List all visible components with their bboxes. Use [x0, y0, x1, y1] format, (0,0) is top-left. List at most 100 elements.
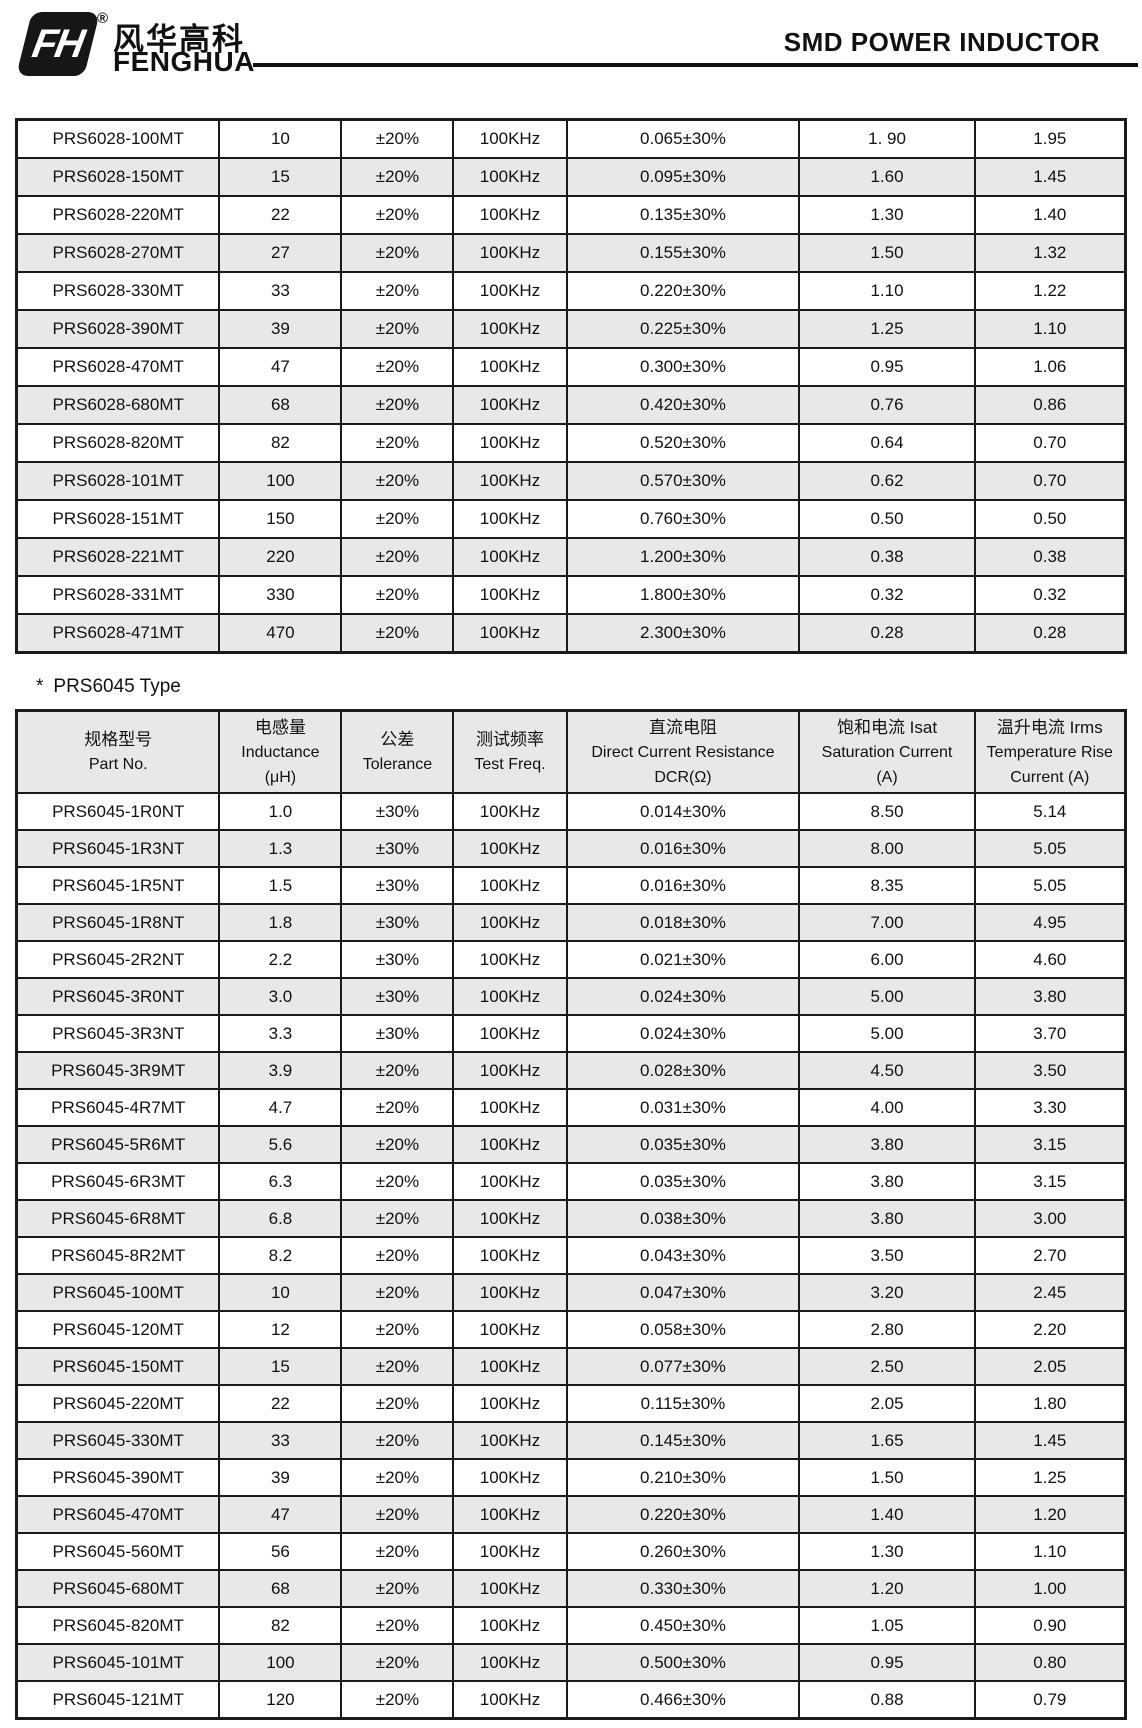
tolerance-cell: ±20% [340, 499, 455, 539]
table-row: PRS6028-151MT 150 ±20% 100KHz 0.760±30% 0.50 0… [15, 499, 1127, 539]
inductance-cell: 47 [218, 347, 343, 387]
tolerance-cell: ±20% [340, 1606, 455, 1645]
tolerance-cell: ±20% [340, 118, 455, 159]
isat-cell: 8.00 [798, 829, 976, 868]
table-row: PRS6045-3R9MT 3.9 ±20% 100KHz 0.028±30% 4.50 3… [15, 1051, 1127, 1090]
part-no-cell: PRS6045-330MT [15, 1421, 221, 1460]
test-freq-cell: 100KHz [452, 118, 568, 159]
section-title: PRS6045 Type [53, 676, 181, 697]
dcr-cell: 0.760±30% [565, 499, 801, 539]
tolerance-cell: ±20% [340, 461, 455, 501]
table-header-row: 规格型号 Part No. 电感量 Inductance (μH) 公差 Tol… [15, 709, 1127, 794]
inductance-cell: 15 [218, 157, 343, 197]
part-no-cell: PRS6045-121MT [15, 1680, 221, 1720]
dcr-cell: 0.024±30% [565, 977, 801, 1016]
test-freq-cell: 100KHz [452, 903, 568, 942]
inductance-cell: 33 [218, 271, 343, 311]
isat-cell: 3.80 [798, 1125, 976, 1164]
inductance-cell: 6.3 [218, 1162, 343, 1201]
irms-cell: 0.50 [973, 499, 1127, 539]
isat-cell: 3.20 [798, 1273, 976, 1312]
table-row: PRS6028-100MT 10 ±20% 100KHz 0.065±30% 1. 90 1… [15, 118, 1127, 159]
inductance-cell: 10 [218, 118, 343, 159]
inductance-cell: 8.2 [218, 1236, 343, 1275]
test-freq-cell: 100KHz [452, 613, 568, 654]
part-no-cell: PRS6028-820MT [15, 423, 221, 463]
part-no-cell: PRS6028-680MT [15, 385, 221, 425]
table-row: PRS6028-390MT 39 ±20% 100KHz 0.225±30% 1.25 1.… [15, 309, 1127, 349]
inductance-cell: 470 [218, 613, 343, 654]
isat-cell: 1.60 [798, 157, 976, 197]
test-freq-cell: 100KHz [452, 157, 568, 197]
table-row: PRS6045-3R0NT 3.0 ±30% 100KHz 0.024±30% 5.00 3… [15, 977, 1127, 1016]
irms-cell: 1.10 [973, 1532, 1127, 1571]
irms-cell: 1.25 [973, 1458, 1127, 1497]
irms-cell: 1.20 [973, 1495, 1127, 1534]
part-no-cell: PRS6028-150MT [15, 157, 221, 197]
part-no-cell: PRS6045-4R7MT [15, 1088, 221, 1127]
isat-cell: 1.30 [798, 1532, 976, 1571]
part-no-cell: PRS6028-221MT [15, 537, 221, 577]
tolerance-cell: ±30% [340, 829, 455, 868]
table-row: PRS6045-4R7MT 4.7 ±20% 100KHz 0.031±30% 4.00 3… [15, 1088, 1127, 1127]
table-row: PRS6045-150MT 15 ±20% 100KHz 0.077±30% 2.50 2.… [15, 1347, 1127, 1386]
dcr-cell: 0.260±30% [565, 1532, 801, 1571]
irms-cell: 3.30 [973, 1088, 1127, 1127]
table-row: PRS6045-121MT 120 ±20% 100KHz 0.466±30% 0.88 0… [15, 1680, 1127, 1720]
page-header: FH ® 风华高科 FENGHUA SMD POWER INDUCTOR [0, 0, 1142, 118]
test-freq-cell: 100KHz [452, 271, 568, 311]
dcr-cell: 0.420±30% [565, 385, 801, 425]
tolerance-cell: ±20% [340, 385, 455, 425]
irms-cell: 0.79 [973, 1680, 1127, 1720]
part-no-cell: PRS6045-6R8MT [15, 1199, 221, 1238]
tolerance-cell: ±20% [340, 1273, 455, 1312]
dcr-cell: 0.035±30% [565, 1125, 801, 1164]
inductance-cell: 68 [218, 1569, 343, 1608]
col-header-irms: 温升电流 Irms Temperature Rise Current (A) [973, 709, 1127, 794]
dcr-cell: 0.220±30% [565, 1495, 801, 1534]
table-row: PRS6045-1R8NT 1.8 ±30% 100KHz 0.018±30% 7.00 4… [15, 903, 1127, 942]
irms-cell: 0.70 [973, 423, 1127, 463]
irms-cell: 0.70 [973, 461, 1127, 501]
irms-cell: 1.22 [973, 271, 1127, 311]
dcr-cell: 0.450±30% [565, 1606, 801, 1645]
test-freq-cell: 100KHz [452, 1532, 568, 1571]
header-rule [253, 63, 1138, 67]
inductance-cell: 4.7 [218, 1088, 343, 1127]
col-header-test-freq: 测试频率 Test Freq. [452, 709, 568, 794]
test-freq-cell: 100KHz [452, 1125, 568, 1164]
table-row: PRS6045-1R3NT 1.3 ±30% 100KHz 0.016±30% 8.00 5… [15, 829, 1127, 868]
tolerance-cell: ±20% [340, 1569, 455, 1608]
tolerance-cell: ±20% [340, 347, 455, 387]
irms-cell: 3.70 [973, 1014, 1127, 1053]
part-no-cell: PRS6028-270MT [15, 233, 221, 273]
test-freq-cell: 100KHz [452, 461, 568, 501]
inductance-cell: 1.3 [218, 829, 343, 868]
part-no-cell: PRS6028-471MT [15, 613, 221, 654]
table-row: PRS6028-820MT 82 ±20% 100KHz 0.520±30% 0.64 0.… [15, 423, 1127, 463]
tolerance-cell: ±20% [340, 195, 455, 235]
part-no-cell: PRS6028-390MT [15, 309, 221, 349]
irms-cell: 4.95 [973, 903, 1127, 942]
dcr-cell: 1.200±30% [565, 537, 801, 577]
tolerance-cell: ±20% [340, 1384, 455, 1423]
table-row: PRS6028-221MT 220 ±20% 100KHz 1.200±30% 0.38 0… [15, 537, 1127, 577]
irms-cell: 1.95 [973, 118, 1127, 159]
table-row: PRS6028-270MT 27 ±20% 100KHz 0.155±30% 1.50 1.… [15, 233, 1127, 273]
inductance-cell: 1.8 [218, 903, 343, 942]
isat-cell: 8.35 [798, 866, 976, 905]
tolerance-cell: ±20% [340, 1495, 455, 1534]
inductance-cell: 82 [218, 423, 343, 463]
prs6045-spec-table: 规格型号 Part No. 电感量 Inductance (μH) 公差 Tol… [15, 709, 1127, 1720]
table-row: PRS6045-220MT 22 ±20% 100KHz 0.115±30% 2.05 1.… [15, 1384, 1127, 1423]
irms-cell: 5.14 [973, 792, 1127, 831]
test-freq-cell: 100KHz [452, 1310, 568, 1349]
tolerance-cell: ±20% [340, 233, 455, 273]
inductance-cell: 2.2 [218, 940, 343, 979]
test-freq-cell: 100KHz [452, 940, 568, 979]
test-freq-cell: 100KHz [452, 1458, 568, 1497]
test-freq-cell: 100KHz [452, 233, 568, 273]
irms-cell: 0.80 [973, 1643, 1127, 1682]
test-freq-cell: 100KHz [452, 977, 568, 1016]
isat-cell: 1.50 [798, 1458, 976, 1497]
